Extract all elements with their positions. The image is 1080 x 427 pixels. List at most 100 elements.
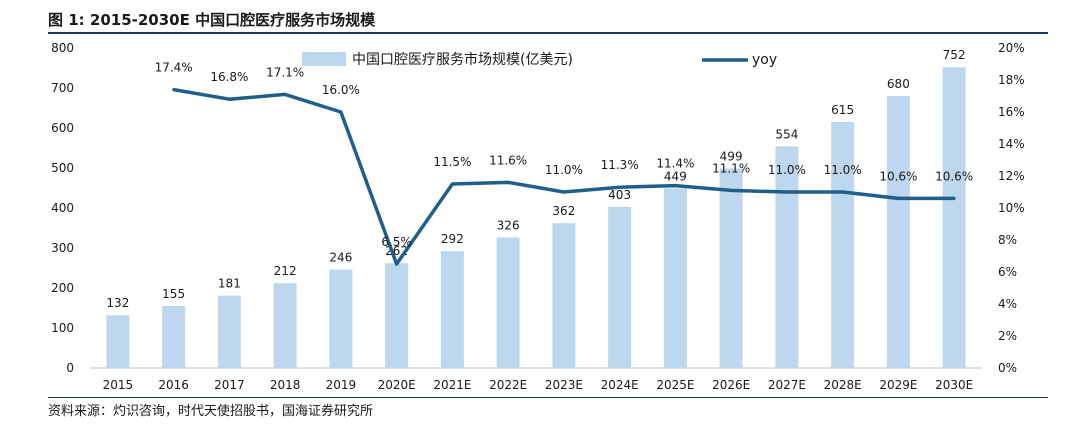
yoy-value-label: 11.0% [545,163,583,177]
bar [385,263,409,368]
bar [719,168,743,368]
x-tick-label: 2030E [935,378,973,392]
bar-value-label: 132 [106,296,129,310]
bar [440,251,464,368]
yoy-value-label: 11.6% [489,153,527,167]
y-left-tick-label: 700 [51,81,74,95]
yoy-point [450,182,454,186]
x-tick-label: 2018 [270,378,301,392]
y-left-tick-label: 200 [51,281,74,295]
x-tick-label: 2016 [158,378,189,392]
bar [496,237,520,368]
y-left-tick-label: 0 [66,361,74,375]
legend-bar-swatch [302,52,346,66]
source-note: 资料来源：灼识咨询，时代天使招股书，国海证券研究所 [48,404,374,419]
x-tick-label: 2028E [824,378,862,392]
x-tick-label: 2015 [103,378,134,392]
yoy-point [506,180,510,184]
x-tick-label: 2025E [656,378,694,392]
yoy-point [896,196,900,200]
yoy-point [172,88,176,92]
x-tick-label: 2021E [433,378,471,392]
y-left-tick-label: 400 [51,201,74,215]
y-left-tick-label: 600 [51,121,74,135]
yoy-value-label: 11.1% [712,161,750,175]
y-right-tick-label: 12% [998,169,1025,183]
bar [552,223,576,368]
yoy-value-label: 11.0% [824,163,862,177]
yoy-value-label: 10.6% [935,169,973,183]
yoy-point [729,188,733,192]
yoy-value-label: 17.1% [266,65,304,79]
y-left-tick-label: 500 [51,161,74,175]
bar-value-label: 362 [552,204,575,218]
yoy-value-label: 11.3% [601,158,639,172]
yoy-point [618,185,622,189]
yoy-value-label: 11.0% [768,163,806,177]
figure-title: 图 1: 2015-2030E 中国口腔医疗服务市场规模 [48,11,376,29]
yoy-value-label: 10.6% [879,169,917,183]
x-tick-label: 2020E [378,378,416,392]
x-tick-label: 2026E [712,378,750,392]
bar [106,315,130,368]
bar-value-label: 403 [608,188,631,202]
x-tick-label: 2022E [489,378,527,392]
bar-value-label: 326 [497,219,520,233]
bar-value-label: 499 [720,149,743,163]
title-divider [48,32,1048,34]
figure-header: 图 1: 2015-2030E 中国口腔医疗服务市场规模 [0,0,1080,34]
x-tick-label: 2029E [879,378,917,392]
bar [831,122,855,368]
y-right-tick-label: 0% [998,361,1017,375]
legend-bar-label: 中国口腔医疗服务市场规模(亿美元) [352,51,573,68]
bar-value-label: 246 [329,251,352,265]
yoy-value-label: 16.0% [322,83,360,97]
yoy-value-label: 17.4% [155,61,193,75]
bar-value-label: 212 [274,264,297,278]
bar [162,306,186,368]
bar [775,146,799,368]
y-left-tick-label: 100 [51,321,74,335]
y-right-tick-label: 20% [998,41,1025,55]
bar-value-label: 615 [831,103,854,117]
bar [217,295,241,368]
yoy-value-label: 16.8% [210,70,248,84]
source-divider [48,397,1048,398]
x-tick-label: 2024E [601,378,639,392]
y-right-tick-label: 16% [998,105,1025,119]
y-right-tick-label: 2% [998,329,1017,343]
bar-value-label: 680 [887,77,910,91]
bar-value-label: 449 [664,169,687,183]
y-right-tick-label: 18% [998,73,1025,87]
yoy-value-label: 11.4% [656,157,694,171]
bar [942,67,966,368]
yoy-value-label: 6.5% [381,235,412,249]
yoy-point [841,190,845,194]
bar-value-label: 181 [218,277,241,291]
y-right-tick-label: 4% [998,297,1017,311]
yoy-point [395,262,399,266]
bar [608,206,632,368]
bar [329,269,353,368]
bar-value-label: 554 [775,127,798,141]
yoy-point [673,184,677,188]
y-right-tick-label: 8% [998,233,1017,247]
bar-value-label: 292 [441,232,464,246]
yoy-point [952,196,956,200]
y-right-tick-label: 6% [998,265,1017,279]
bar-value-label: 155 [162,287,185,301]
x-tick-label: 2023E [545,378,583,392]
bar [663,188,687,368]
bar [273,283,297,368]
bar-value-label: 752 [943,48,966,62]
y-left-tick-label: 300 [51,241,74,255]
yoy-point [227,97,231,101]
y-right-tick-label: 14% [998,137,1025,151]
yoy-point [785,190,789,194]
x-tick-label: 2019 [326,378,357,392]
y-right-tick-label: 10% [998,201,1025,215]
yoy-value-label: 11.5% [433,155,471,169]
yoy-point [339,110,343,114]
x-tick-label: 2017 [214,378,245,392]
